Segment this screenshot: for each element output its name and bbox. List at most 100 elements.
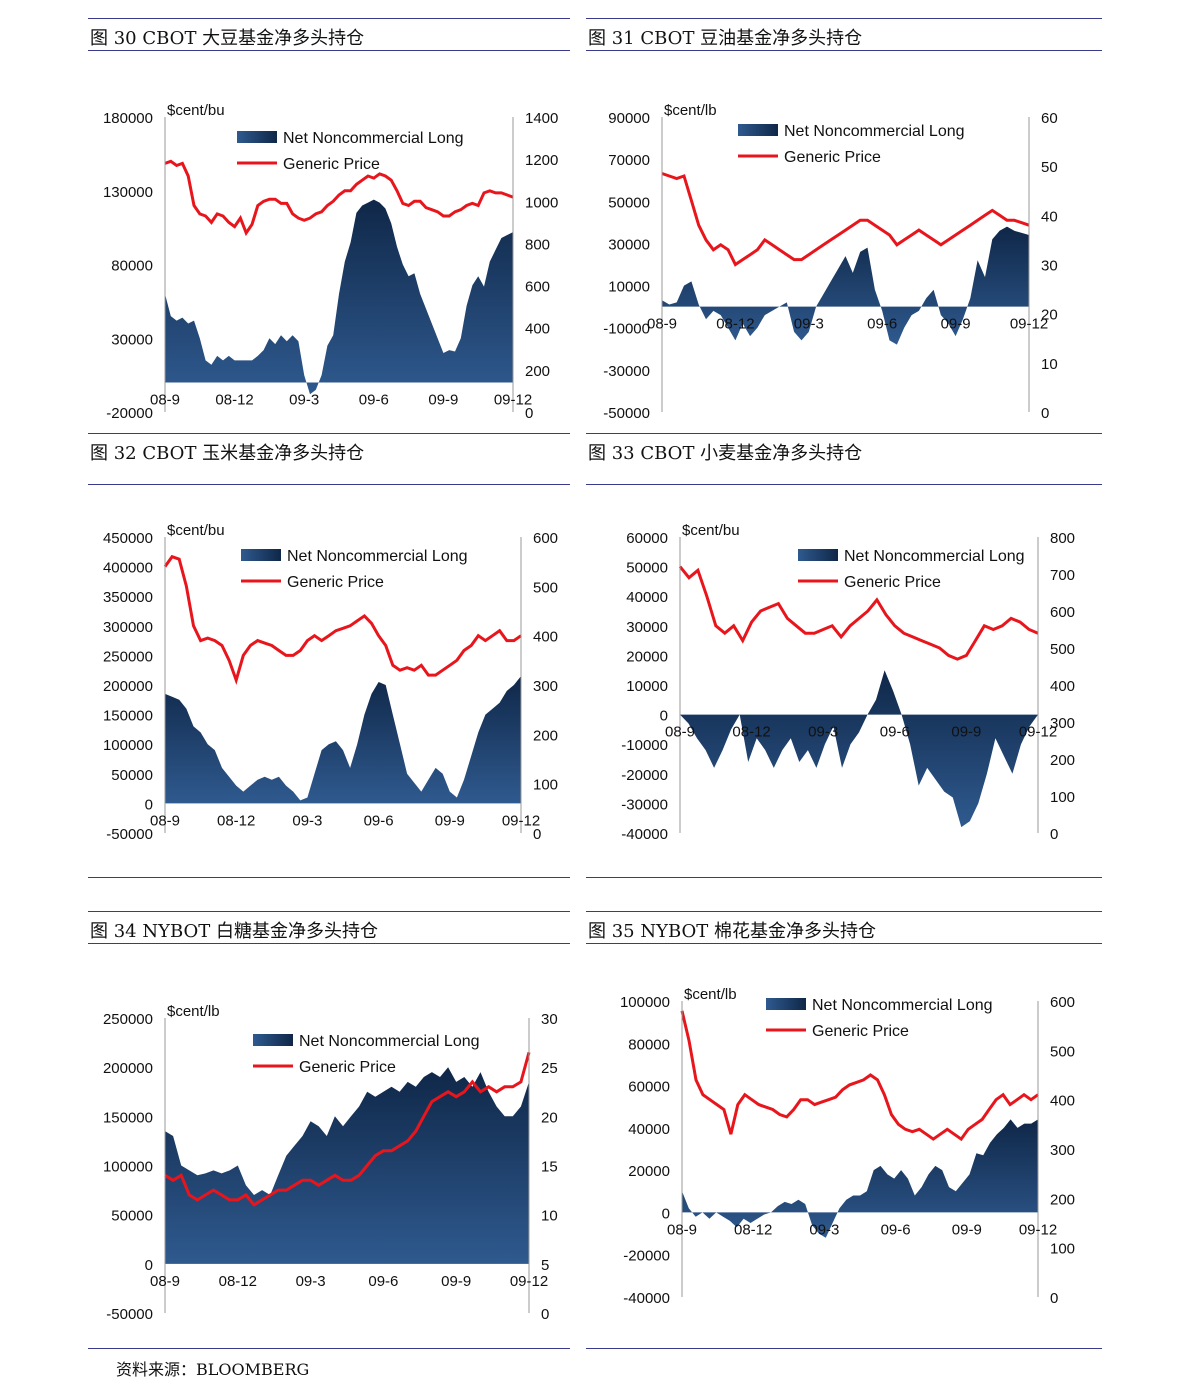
price-line bbox=[678, 565, 1039, 661]
x-tick-label: 09-3 bbox=[794, 316, 824, 333]
unit-label: $cent/bu bbox=[167, 102, 225, 119]
right-tick-label: 20 bbox=[541, 1109, 558, 1126]
legend-area-swatch bbox=[798, 549, 838, 561]
title-rule-top bbox=[88, 433, 570, 434]
right-tick-label: 200 bbox=[525, 363, 550, 380]
figure-32-panel: 图 32 CBOT 玉米基金净多头持仓 -50000 0 50000 100000 15… bbox=[88, 433, 570, 878]
right-tick-label: 400 bbox=[1050, 678, 1075, 695]
title-rule-top bbox=[586, 911, 1102, 912]
right-tick-label: 1400 bbox=[525, 110, 558, 127]
x-tick-label: 09-12 bbox=[1010, 316, 1048, 333]
x-tick-label: 09-6 bbox=[359, 392, 389, 409]
price-line bbox=[680, 1010, 1039, 1142]
right-tick-label: 800 bbox=[1050, 530, 1075, 547]
corn-chart: -500000500001000001500002000002500003000… bbox=[103, 522, 558, 843]
left-tick-label: 90000 bbox=[608, 110, 650, 127]
x-tick-label: 09-12 bbox=[1019, 1221, 1057, 1238]
legend-area-swatch bbox=[241, 549, 281, 561]
right-tick-label: 100 bbox=[1050, 1241, 1075, 1258]
left-tick-label: -20000 bbox=[106, 405, 153, 422]
unit-label: $cent/lb bbox=[684, 986, 737, 1003]
source-note: 资料来源：BLOOMBERG bbox=[116, 1360, 310, 1379]
x-tick-label: 09-6 bbox=[881, 1221, 911, 1238]
x-tick-label: 08-12 bbox=[215, 392, 253, 409]
right-tick-label: 30 bbox=[541, 1011, 558, 1028]
x-tick-label: 08-9 bbox=[665, 724, 695, 741]
x-tick-label: 09-9 bbox=[428, 392, 458, 409]
legend-price-label: Generic Price bbox=[812, 1023, 909, 1040]
left-tick-label: 50000 bbox=[111, 767, 153, 784]
left-tick-label: 30000 bbox=[608, 236, 650, 253]
right-tick-label: 10 bbox=[541, 1208, 558, 1225]
left-tick-label: 70000 bbox=[608, 152, 650, 169]
soyoil-chart: -50000 -30000 -10000 10000 30000 50000 70000 90… bbox=[603, 102, 1058, 422]
left-tick-label: 20000 bbox=[628, 1163, 670, 1180]
left-tick-label: 150000 bbox=[103, 708, 153, 725]
right-tick-label: 600 bbox=[1050, 604, 1075, 621]
legend-area-swatch bbox=[766, 998, 806, 1010]
x-tick-label: 08-12 bbox=[217, 812, 255, 829]
price-line bbox=[163, 554, 522, 685]
left-tick-label: -10000 bbox=[603, 321, 650, 338]
x-tick-label: 09-3 bbox=[292, 812, 322, 829]
left-tick-label: 350000 bbox=[103, 589, 153, 606]
title-rule-top bbox=[586, 18, 1102, 19]
left-tick-label: -50000 bbox=[106, 1306, 153, 1323]
left-tick-label: -40000 bbox=[621, 826, 668, 843]
unit-label: $cent/lb bbox=[167, 1003, 220, 1020]
left-tick-label: 30000 bbox=[111, 331, 153, 348]
left-tick-label: 80000 bbox=[111, 258, 153, 275]
right-tick-label: 0 bbox=[1041, 405, 1049, 422]
right-tick-label: 500 bbox=[1050, 641, 1075, 658]
right-tick-label: 20 bbox=[1041, 307, 1058, 324]
x-tick-label: 09-9 bbox=[441, 1273, 471, 1290]
left-tick-label: 0 bbox=[145, 796, 153, 813]
x-tick-label: 09-6 bbox=[364, 812, 394, 829]
right-tick-label: 0 bbox=[1050, 826, 1058, 843]
left-tick-label: 50000 bbox=[626, 560, 668, 577]
x-tick-label: 09-6 bbox=[867, 316, 897, 333]
right-tick-label: 400 bbox=[1050, 1093, 1075, 1110]
net-long-area bbox=[165, 199, 513, 395]
title-rule-bottom bbox=[88, 943, 570, 944]
x-tick-label: 08-9 bbox=[667, 1221, 697, 1238]
left-tick-label: 10000 bbox=[626, 678, 668, 695]
left-tick-label: 10000 bbox=[608, 279, 650, 296]
panel-rule-bottom bbox=[88, 877, 570, 878]
wheat-chart: -40000-30000-20000-100000100002000030000… bbox=[621, 522, 1075, 843]
left-tick-label: 150000 bbox=[103, 1109, 153, 1126]
figure-title: 图 30 CBOT 大豆基金净多头持仓 bbox=[90, 28, 365, 49]
price-line bbox=[661, 172, 1030, 267]
left-tick-label: 0 bbox=[662, 1205, 670, 1222]
right-tick-label: 0 bbox=[525, 405, 533, 422]
right-tick-label: 50 bbox=[1041, 159, 1058, 176]
x-tick-label: 09-3 bbox=[809, 1221, 839, 1238]
footer-rule-left bbox=[88, 1348, 570, 1349]
right-tick-label: 0 bbox=[541, 1306, 549, 1323]
right-tick-label: 60 bbox=[1041, 110, 1058, 127]
left-tick-label: -50000 bbox=[603, 405, 650, 422]
right-tick-label: 200 bbox=[1050, 752, 1075, 769]
sugar-chart: -50000 0 50000 100000 150000 200000 250000 0 5 10… bbox=[103, 1003, 558, 1323]
legend-net-long-label: Net Noncommercial Long bbox=[299, 1033, 480, 1050]
figure-title: 图 31 CBOT 豆油基金净多头持仓 bbox=[588, 28, 863, 49]
x-tick-label: 09-6 bbox=[880, 724, 910, 741]
x-tick-label: 09-3 bbox=[289, 392, 319, 409]
right-tick-label: 600 bbox=[525, 279, 550, 296]
net-long-area bbox=[680, 670, 1038, 828]
title-rule-top bbox=[88, 18, 570, 19]
right-tick-label: 0 bbox=[1050, 1290, 1058, 1307]
right-tick-label: 300 bbox=[1050, 1142, 1075, 1159]
x-tick-label: 09-9 bbox=[435, 812, 465, 829]
left-tick-label: 400000 bbox=[103, 560, 153, 577]
legend-net-long-label: Net Noncommercial Long bbox=[287, 548, 468, 565]
right-tick-label: 100 bbox=[533, 777, 558, 794]
figure-title: 图 33 CBOT 小麦基金净多头持仓 bbox=[588, 443, 863, 464]
right-tick-label: 800 bbox=[525, 236, 550, 253]
x-tick-label: 09-9 bbox=[941, 316, 971, 333]
right-tick-label: 1000 bbox=[525, 194, 558, 211]
x-tick-label: 08-12 bbox=[732, 724, 770, 741]
right-tick-label: 300 bbox=[1050, 715, 1075, 732]
unit-label: $cent/lb bbox=[664, 102, 717, 119]
x-tick-label: 09-12 bbox=[1019, 724, 1057, 741]
